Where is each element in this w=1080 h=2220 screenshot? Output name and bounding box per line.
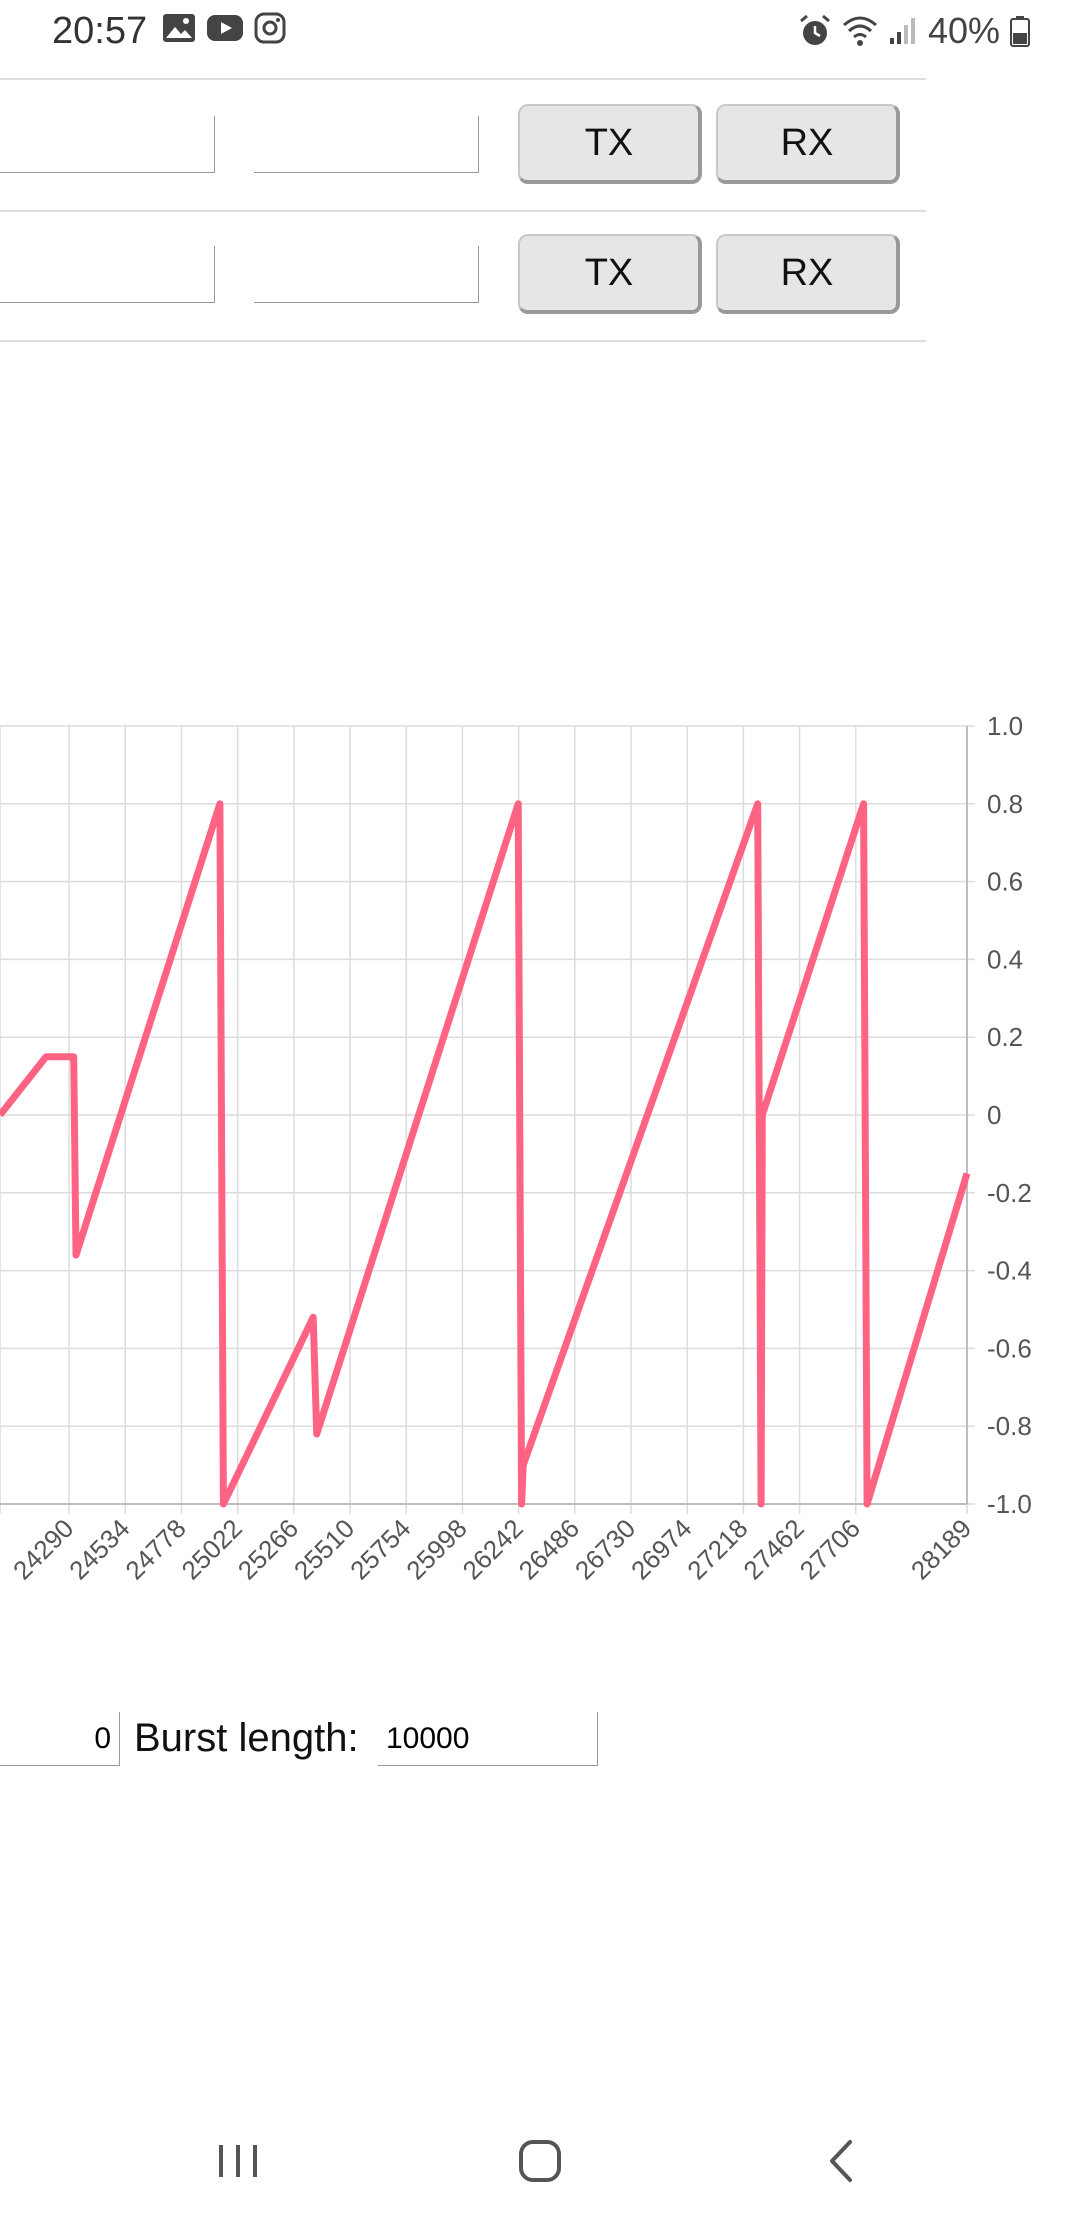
battery-icon bbox=[1010, 16, 1030, 47]
x-tick-label: 28189 bbox=[905, 1513, 977, 1585]
x-tick-label: 26486 bbox=[513, 1513, 585, 1585]
channel-row-2: TX RX bbox=[0, 210, 926, 342]
y-tick-label: 0.4 bbox=[987, 944, 1023, 974]
alarm-icon bbox=[799, 14, 830, 45]
x-tick-label: 24778 bbox=[119, 1513, 191, 1585]
youtube-icon bbox=[207, 15, 243, 41]
x-tick-label: 24290 bbox=[7, 1513, 79, 1585]
burst-length-label: Burst length: bbox=[134, 1716, 359, 1760]
y-tick-label: 0 bbox=[987, 1100, 1001, 1130]
x-tick-label: 27462 bbox=[737, 1513, 809, 1585]
recents-icon bbox=[219, 2145, 257, 2177]
wifi-icon bbox=[842, 16, 877, 46]
y-tick-label: -0.4 bbox=[987, 1256, 1032, 1286]
home-icon bbox=[519, 2140, 561, 2182]
signal-icon bbox=[889, 18, 915, 44]
y-tick-label: -0.2 bbox=[987, 1178, 1032, 1208]
x-tick-label: 25754 bbox=[344, 1513, 416, 1585]
navigation-bar bbox=[0, 2100, 1080, 2220]
gallery-icon bbox=[163, 14, 195, 42]
x-tick-label: 24534 bbox=[63, 1513, 135, 1585]
burst-length-input[interactable] bbox=[378, 1712, 598, 1766]
recents-button[interactable] bbox=[198, 2126, 278, 2196]
battery-percentage: 40% bbox=[927, 10, 1000, 51]
y-tick-label: -0.8 bbox=[987, 1411, 1032, 1441]
sample-offset-input[interactable] bbox=[0, 1712, 120, 1766]
x-tick-label: 27706 bbox=[794, 1513, 866, 1585]
row1-input-b[interactable] bbox=[254, 116, 479, 173]
x-tick-label: 25998 bbox=[400, 1513, 472, 1585]
x-tick-label: 26974 bbox=[625, 1513, 697, 1585]
x-tick-label: 26730 bbox=[569, 1513, 641, 1585]
home-button[interactable] bbox=[500, 2126, 580, 2196]
status-bar: 20:57 40% bbox=[0, 0, 1080, 66]
y-tick-label: 0.8 bbox=[987, 789, 1023, 819]
row1-tx-button[interactable]: TX bbox=[518, 104, 702, 184]
x-tick-label: 25022 bbox=[176, 1513, 248, 1585]
row2-rx-button[interactable]: RX bbox=[716, 234, 900, 314]
y-tick-label: 0.2 bbox=[987, 1022, 1023, 1052]
status-time: 20:57 bbox=[52, 10, 148, 52]
waveform-chart: 1.0 0.8 0.6 0.4 0.2 0 -0.2 -0.4 -0.6 -0.8 -1.0 2429… bbox=[0, 711, 1032, 1585]
x-tick-label: 25510 bbox=[288, 1513, 360, 1585]
row2-input-a[interactable] bbox=[0, 246, 215, 303]
row2-tx-button[interactable]: TX bbox=[518, 234, 702, 314]
x-tick-label: 27218 bbox=[681, 1513, 753, 1585]
x-tick-label: 26242 bbox=[457, 1513, 529, 1585]
status-left-icons bbox=[162, 12, 286, 44]
chart-grid bbox=[0, 725, 975, 1514]
channel-row-1: TX RX bbox=[0, 78, 926, 212]
row1-rx-button[interactable]: RX bbox=[716, 104, 900, 184]
burst-controls: Burst length: bbox=[0, 1712, 1080, 1772]
back-button[interactable] bbox=[802, 2126, 882, 2196]
row1-input-a[interactable] bbox=[0, 116, 215, 173]
back-icon bbox=[830, 2140, 852, 2182]
y-tick-label: -0.6 bbox=[987, 1333, 1032, 1363]
y-tick-label: -1.0 bbox=[987, 1489, 1032, 1519]
waveform-line bbox=[0, 800, 971, 1508]
status-right: 40% bbox=[798, 10, 1030, 52]
row2-input-b[interactable] bbox=[254, 246, 479, 303]
x-tick-label: 25266 bbox=[232, 1513, 304, 1585]
y-tick-label: 1.0 bbox=[987, 711, 1023, 741]
instagram-icon bbox=[254, 12, 286, 44]
y-tick-label: 0.6 bbox=[987, 867, 1023, 897]
